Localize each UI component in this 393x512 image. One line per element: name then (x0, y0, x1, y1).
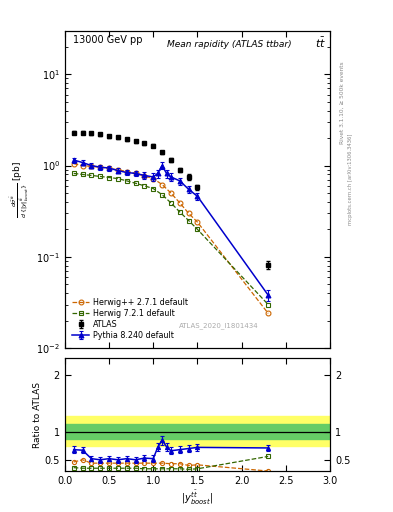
Herwig 7.2.1 default (169, 200, 173, 206)
Herwig++ 2.7.1 default (89, 163, 94, 169)
Herwig++ 2.7.1 default (266, 310, 270, 316)
Herwig++ 2.7.1 default (133, 170, 138, 177)
Text: $t\bar{t}$: $t\bar{t}$ (315, 35, 326, 50)
Herwig 7.2.1 default (186, 218, 191, 224)
Herwig++ 2.7.1 default (142, 173, 147, 179)
Herwig 7.2.1 default (80, 172, 85, 178)
Herwig 7.2.1 default (98, 174, 103, 180)
Herwig++ 2.7.1 default (195, 219, 200, 225)
Y-axis label: $\frac{d\bar{\sigma}^{t\bar{t}}}{d\,\{|y|^{t\bar{t}}_{boost}\}}$ [pb]: $\frac{d\bar{\sigma}^{t\bar{t}}}{d\,\{|y… (8, 161, 31, 218)
Herwig++ 2.7.1 default (107, 165, 112, 172)
Herwig++ 2.7.1 default (80, 162, 85, 168)
Herwig 7.2.1 default (142, 183, 147, 189)
Herwig++ 2.7.1 default (98, 164, 103, 170)
Herwig 7.2.1 default (160, 191, 164, 198)
Line: Herwig 7.2.1 default: Herwig 7.2.1 default (71, 171, 271, 307)
Legend: Herwig++ 2.7.1 default, Herwig 7.2.1 default, ATLAS, Pythia 8.240 default: Herwig++ 2.7.1 default, Herwig 7.2.1 def… (70, 296, 189, 342)
Herwig 7.2.1 default (151, 185, 156, 191)
Herwig 7.2.1 default (124, 178, 129, 184)
Herwig++ 2.7.1 default (151, 176, 156, 182)
Text: 13000 GeV pp: 13000 GeV pp (73, 35, 142, 46)
Bar (65, 416, 330, 445)
Herwig 7.2.1 default (72, 170, 76, 177)
Herwig 7.2.1 default (116, 176, 120, 182)
Herwig++ 2.7.1 default (116, 167, 120, 173)
Bar (65, 424, 330, 439)
Herwig 7.2.1 default (133, 180, 138, 186)
Text: Rivet 3.1.10, ≥ 500k events: Rivet 3.1.10, ≥ 500k events (340, 61, 345, 144)
Herwig 7.2.1 default (178, 209, 182, 215)
Herwig 7.2.1 default (107, 175, 112, 181)
Herwig++ 2.7.1 default (72, 161, 76, 167)
Herwig++ 2.7.1 default (160, 181, 164, 187)
Herwig++ 2.7.1 default (178, 200, 182, 206)
Herwig++ 2.7.1 default (124, 168, 129, 175)
Herwig 7.2.1 default (195, 226, 200, 232)
Text: Mean rapidity (ATLAS ttbar): Mean rapidity (ATLAS ttbar) (167, 40, 292, 49)
Text: mcplots.cern.ch [arXiv:1306.3436]: mcplots.cern.ch [arXiv:1306.3436] (348, 134, 353, 225)
Herwig++ 2.7.1 default (186, 210, 191, 217)
X-axis label: $|y^{t\bar{t}}_{boost}|$: $|y^{t\bar{t}}_{boost}|$ (181, 488, 214, 507)
Y-axis label: Ratio to ATLAS: Ratio to ATLAS (33, 382, 42, 447)
Herwig++ 2.7.1 default (169, 190, 173, 196)
Line: Herwig++ 2.7.1 default: Herwig++ 2.7.1 default (71, 161, 271, 316)
Herwig 7.2.1 default (89, 173, 94, 179)
Text: ATLAS_2020_I1801434: ATLAS_2020_I1801434 (179, 323, 259, 329)
Herwig 7.2.1 default (266, 302, 270, 308)
